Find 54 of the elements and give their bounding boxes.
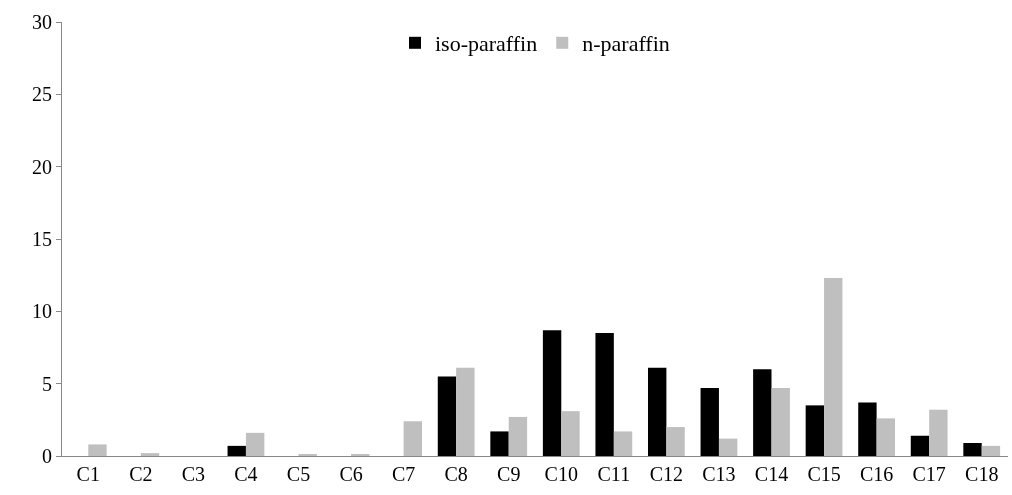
- x-tick-label: C3: [181, 463, 206, 485]
- x-tick-label: C6: [339, 463, 363, 485]
- bar: [771, 388, 790, 456]
- bar: [542, 330, 562, 456]
- x-tick-label: C16: [859, 463, 894, 485]
- bar: [858, 402, 877, 456]
- x-tick-label: C7: [391, 463, 416, 485]
- x-tick-label: C1: [76, 463, 100, 485]
- bar: [508, 416, 528, 456]
- x-tick-label: C15: [807, 463, 841, 485]
- bar: [647, 367, 667, 456]
- x-tick-label: C9: [497, 463, 521, 485]
- bar: [245, 432, 265, 456]
- x-tick-label: C12: [649, 463, 684, 485]
- y-tick-label: 5: [42, 372, 52, 395]
- bar: [753, 369, 772, 456]
- bar: [613, 431, 633, 456]
- x-tick-label: C5: [286, 463, 311, 485]
- bar: [910, 435, 930, 456]
- bar: [929, 409, 948, 456]
- y-tick-label: 25: [32, 83, 52, 106]
- y-tick-label: 20: [32, 155, 52, 178]
- bar: [595, 333, 614, 456]
- y-tick-label: 30: [32, 11, 52, 33]
- x-tick-label: C17: [912, 463, 946, 485]
- bar: [437, 376, 457, 456]
- bar: [490, 431, 509, 456]
- x-tick-label: C13: [702, 463, 736, 485]
- bar: [456, 367, 475, 456]
- bar: [403, 421, 423, 456]
- legend-label: n-paraffin: [582, 31, 670, 57]
- x-tick-label: C8: [444, 463, 468, 485]
- y-tick-label: 10: [32, 300, 52, 323]
- x-tick-label: C18: [965, 463, 999, 485]
- bar: [824, 278, 843, 456]
- bar: [805, 405, 825, 456]
- bar: [666, 427, 685, 456]
- x-tick-label: C2: [129, 463, 153, 485]
- x-tick-label: C11: [597, 463, 631, 485]
- bar: [700, 388, 719, 456]
- y-tick-label: 0: [42, 445, 52, 467]
- bar: [981, 445, 1001, 456]
- x-tick-label: C14: [754, 463, 789, 485]
- bar: [876, 418, 896, 456]
- y-tick-label: 15: [32, 228, 52, 250]
- bar: [963, 442, 982, 456]
- bar: [718, 438, 738, 456]
- bar: [227, 445, 246, 456]
- bar: [561, 411, 580, 456]
- legend-label: iso-paraffin: [435, 31, 538, 57]
- x-tick-label: C10: [544, 463, 578, 485]
- x-tick-label: C4: [234, 463, 258, 485]
- bar: [88, 444, 107, 456]
- bar: [140, 453, 160, 456]
